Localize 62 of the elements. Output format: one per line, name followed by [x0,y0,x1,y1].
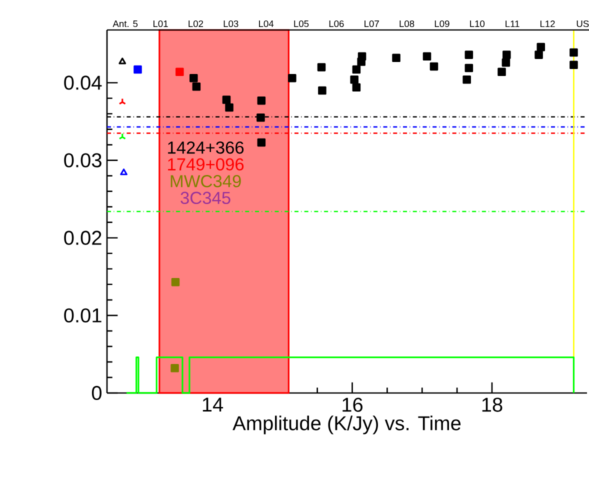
point [120,168,128,176]
text: L10 [470,20,485,28]
point [502,58,510,67]
point [288,74,296,82]
text: L12 [540,20,555,28]
point [462,76,471,84]
text: L11 [506,20,520,28]
point [170,364,179,372]
point [118,98,126,105]
point [502,50,511,59]
text: L08 [400,20,414,28]
point [352,83,361,92]
point [422,52,432,60]
legend-label: 3C345 [180,192,230,204]
point [134,65,142,74]
point [222,96,231,104]
point [350,76,358,84]
text: US [576,20,589,28]
x-axis-title: Amplitude (K/Jy) vs. Time [232,416,461,434]
point [534,50,543,59]
point [176,68,184,76]
point [357,58,366,66]
x-tick-label: 16 [342,398,362,412]
text: Ant. 5 [112,20,138,28]
text: L02 [188,20,204,28]
point [498,68,506,76]
point [570,48,578,57]
text: L04 [259,20,274,28]
point [392,54,400,62]
text: L09 [434,20,450,28]
point [190,74,198,82]
point [171,278,180,286]
point [318,86,326,95]
point [257,138,266,147]
point [464,50,474,59]
point [118,58,126,64]
text: L07 [364,20,379,28]
point [257,96,266,105]
point [570,60,578,70]
y-tick-label: 0.04 [64,76,102,90]
point [118,132,126,140]
text: MWC349 [170,175,241,188]
text: L01 [154,20,168,28]
y-tick-label: 0 [92,386,102,400]
point [225,103,234,112]
text: L06 [329,20,344,28]
point [464,64,474,72]
point [430,62,438,71]
text: L05 [294,20,309,28]
point [352,65,361,74]
text: L03 [224,20,238,28]
point [192,82,201,91]
x-tick-label: 18 [482,398,502,412]
point [536,42,546,52]
point [256,114,265,122]
y-tick-label: 0.01 [64,308,102,322]
y-tick-label: 0.03 [64,153,102,168]
x-tick-label: 14 [202,398,224,412]
point [317,63,326,72]
series-label: 1424+366 [168,141,244,154]
text: 1749+096 [168,158,244,171]
y-tick-label: 0.02 [64,230,102,245]
